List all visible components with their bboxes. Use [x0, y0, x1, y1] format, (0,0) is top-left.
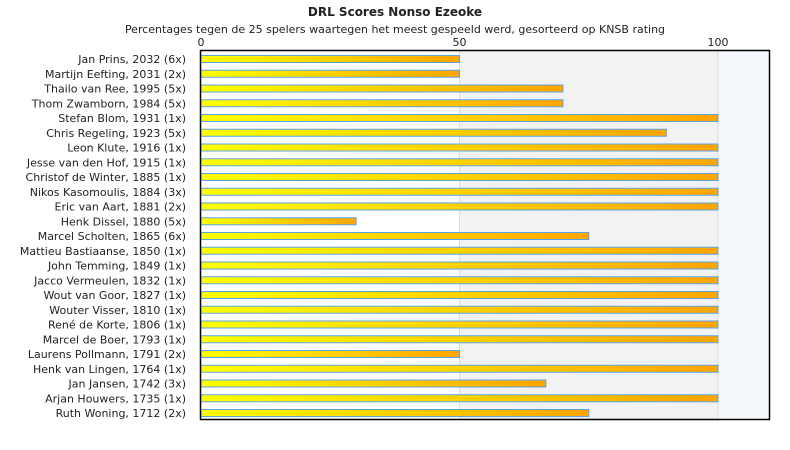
plot-border [199, 49, 771, 421]
bar [200, 291, 719, 299]
category-label: Jan Prins, 2032 (6x) [77, 53, 186, 66]
category-label: Henk Dissel, 1880 (5x) [61, 215, 186, 228]
bar [200, 305, 719, 314]
bar [200, 84, 564, 93]
category-label: John Temming, 1849 (1x) [47, 260, 186, 273]
category-label: Ruth Woning, 1712 (2x) [56, 407, 186, 420]
bar [200, 320, 719, 329]
category-label: Arjan Houwers, 1735 (1x) [45, 392, 186, 405]
bar [200, 335, 719, 344]
category-label: Laurens Pollmann, 1791 (2x) [28, 348, 186, 361]
category-label: Leon Klute, 1916 (1x) [67, 142, 186, 155]
category-label: Wouter Visser, 1810 (1x) [49, 304, 186, 317]
category-label: Thom Zwamborn, 1984 (5x) [31, 97, 186, 110]
bar [200, 99, 564, 108]
bar [200, 409, 590, 417]
x-tick-label: 0 [198, 36, 205, 49]
bar [200, 276, 719, 285]
bar [200, 143, 719, 152]
bar [200, 246, 719, 255]
bar [200, 55, 460, 63]
bar [200, 114, 719, 122]
bar [200, 69, 460, 78]
category-label: Marcel Scholten, 1865 (6x) [38, 230, 186, 243]
bar [200, 158, 719, 167]
category-label: Martijn Eefting, 2031 (2x) [45, 68, 186, 81]
chart-subtitle: Percentages tegen de 25 spelers waartege… [125, 23, 665, 36]
category-label: Jacco Vermeulen, 1832 (1x) [33, 274, 186, 287]
bar [200, 187, 719, 196]
category-label: Eric van Aart, 1881 (2x) [55, 201, 186, 214]
category-label: Jesse van den Hof, 1915 (1x) [26, 156, 186, 169]
bar [200, 217, 357, 226]
bar [200, 261, 719, 270]
bar [200, 364, 719, 373]
category-label: Jan Jansen, 1742 (3x) [68, 378, 186, 391]
category-label: René de Korte, 1806 (1x) [48, 319, 186, 332]
category-label: Nikos Kasomoulis, 1884 (3x) [30, 186, 186, 199]
x-tick-label: 100 [708, 36, 729, 49]
category-label: Marcel de Boer, 1793 (1x) [43, 333, 186, 346]
category-label: Christof de Winter, 1885 (1x) [26, 171, 186, 184]
x-tick-label: 50 [453, 36, 467, 49]
category-label: Stefan Blom, 1931 (1x) [58, 112, 186, 125]
bar [200, 232, 590, 240]
bar [200, 173, 719, 181]
category-label: Thailo van Ree, 1995 (5x) [43, 83, 186, 96]
bar [200, 394, 719, 403]
bar [200, 202, 719, 211]
chart-title: DRL Scores Nonso Ezeoke [308, 5, 482, 19]
bar [200, 379, 547, 388]
bar [200, 128, 667, 137]
band-100-plus [718, 51, 769, 419]
category-label: Wout van Goor, 1827 (1x) [43, 289, 186, 302]
category-label: Henk van Lingen, 1764 (1x) [33, 363, 186, 376]
category-label: Mattieu Bastiaanse, 1850 (1x) [20, 245, 186, 258]
bar [200, 350, 460, 358]
category-label: Chris Regeling, 1923 (5x) [46, 127, 186, 140]
